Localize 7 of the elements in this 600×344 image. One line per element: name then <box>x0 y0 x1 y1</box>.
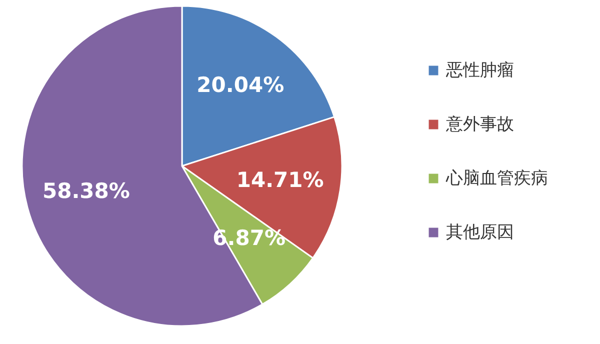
legend-label: 意外事故 <box>445 114 514 134</box>
legend-label: 其他原因 <box>446 222 514 242</box>
legend-label: 心脑血管疾病 <box>445 168 548 188</box>
legend-label: 恶性肿瘤 <box>445 60 514 80</box>
data-label: 20.04% <box>196 72 284 97</box>
data-label: 58.38% <box>42 178 130 203</box>
data-label: 14.71% <box>236 168 324 192</box>
